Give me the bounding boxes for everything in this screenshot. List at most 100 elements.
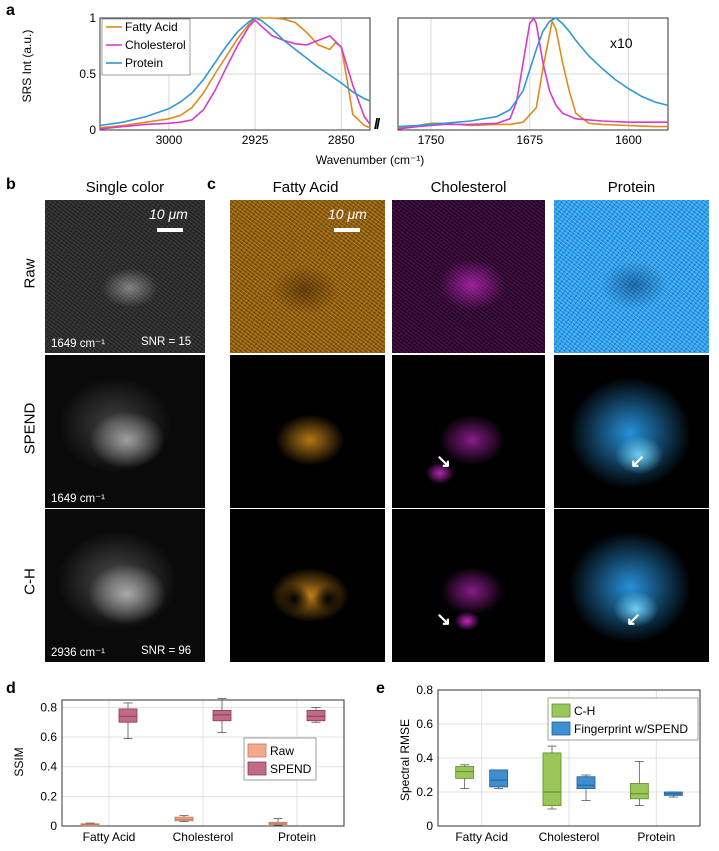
legend-label: Fatty Acid [125, 20, 178, 34]
image-raw-protein-texture [554, 200, 709, 353]
image-raw-cholesterol-texture [392, 200, 545, 353]
y-tick-label: 0 [89, 123, 96, 137]
x-tick-label: 2925 [242, 133, 269, 147]
legend-swatch [247, 761, 267, 776]
image-ch-cholesterol-texture [392, 509, 545, 662]
box-c-h [629, 783, 649, 800]
y-tick-label: 0.4 [416, 751, 433, 765]
legend-label: Fingerprint w/SPEND [574, 722, 688, 736]
scale-bar-fatty-acid-label: 10 μm [328, 206, 367, 222]
image-raw-single-texture [45, 200, 205, 353]
x-tick-label: Protein [278, 830, 316, 844]
raw-snr: SNR = 15 [141, 336, 192, 348]
row-label-spend: SPEND [21, 402, 39, 455]
panel-label-a: a [6, 2, 15, 19]
panel-label-d: d [6, 680, 16, 697]
legend-box [101, 18, 191, 76]
scale-bar-fatty-acid [334, 228, 360, 232]
y-tick-label: 0.8 [40, 700, 57, 714]
image-ch-protein: ↙ [554, 509, 709, 662]
image-ch-protein-texture [554, 509, 709, 662]
series-line-protein [397, 17, 669, 128]
y-tick-label: 0.6 [416, 717, 433, 731]
legend-label: Cholesterol [125, 38, 186, 52]
x-tick-label: Cholesterol [539, 830, 600, 844]
scale-bar-label: 10 μm [149, 206, 188, 222]
legend-label: Raw [270, 744, 294, 758]
box-fingerprint-w-spend [489, 769, 509, 788]
header-cholesterol: Cholesterol [430, 179, 507, 196]
x-tick-label: Fatty Acid [83, 830, 136, 844]
chart-a-xlabel-text: Wavenumber (cm⁻¹) [315, 153, 425, 167]
chart-a-right: 1750 1675 1600 x10 [397, 16, 669, 147]
header-protein: Protein [607, 179, 656, 196]
chart-d: 0 0.2 0.4 0.6 0.8 Fatty Acid Cholesterol Protei… [40, 698, 345, 844]
raw-wavenumber: 1649 cm⁻¹ [51, 338, 106, 350]
panel-label-e: e [376, 680, 385, 697]
chart-annotation: x10 [610, 35, 633, 51]
box-fingerprint-w-spend [576, 776, 596, 789]
image-raw-fatty-acid-texture [230, 200, 385, 353]
ch-snr: SNR = 96 [141, 645, 192, 657]
image-spend-single: 1649 cm⁻¹ [45, 355, 205, 508]
x-tick-label: Protein [637, 830, 675, 844]
chart-d-ylabel: SSIM [12, 732, 28, 792]
image-spend-cholesterol-texture [392, 355, 545, 508]
row-label-raw: Raw [21, 258, 39, 289]
arrow-icon-cholesterol-spend: ↘ [436, 451, 452, 471]
image-raw-cholesterol [392, 200, 545, 353]
image-spend-protein: ↙ [554, 355, 709, 508]
arrow-icon-cholesterol-ch: ↘ [436, 609, 452, 629]
legend-label: SPEND [270, 762, 312, 776]
y-tick-label: 0.6 [40, 730, 57, 744]
series-line-cholesterol [99, 19, 371, 130]
image-ch-fatty-acid-texture [230, 509, 385, 662]
image-spend-fatty-acid-texture [230, 355, 385, 508]
box-c-h [542, 752, 562, 807]
row-label-ch: C-H [21, 568, 39, 595]
x-tick-label: Fatty Acid [455, 830, 508, 844]
image-ch-cholesterol: ↘ [392, 509, 545, 662]
box-spend [212, 709, 232, 722]
image-raw-protein [554, 200, 709, 353]
chart-e: 0 0.2 0.4 0.6 0.8 Fatty Acid Cholesterol Protei… [416, 683, 701, 844]
x-tick-label: 3000 [156, 133, 183, 147]
ch-wavenumber: 2936 cm⁻¹ [51, 647, 106, 659]
scale-bar [157, 228, 183, 232]
image-spend-cholesterol: ↘ [392, 355, 545, 508]
y-tick-label: 0.4 [40, 760, 57, 774]
header-single-color: Single color [85, 179, 165, 196]
box-spend [118, 708, 138, 723]
x-tick-label: 2850 [328, 133, 355, 147]
legend-swatch [247, 743, 267, 758]
legend-swatch [551, 703, 571, 718]
plot-frame [99, 17, 371, 131]
y-tick-label: 0.2 [416, 785, 433, 799]
legend-label: Protein [125, 56, 163, 70]
image-ch-single: 2936 cm⁻¹ SNR = 96 [45, 509, 205, 662]
arrow-icon-protein-spend: ↙ [630, 451, 646, 471]
plot-frame [61, 699, 345, 827]
chart-a-xlabel: Wavenumber (cm⁻¹) [290, 153, 450, 167]
x-tick-label: 1675 [516, 133, 543, 147]
image-spend-protein-texture [554, 355, 709, 508]
image-ch-fatty-acid [230, 509, 385, 662]
y-tick-label: 0 [50, 819, 57, 833]
series-line-protein [99, 17, 371, 127]
spend-wavenumber: 1649 cm⁻¹ [51, 493, 106, 505]
y-tick-label: 1 [89, 11, 96, 25]
legend-box [547, 697, 699, 741]
image-raw-single: 10 μm 1649 cm⁻¹ SNR = 15 [45, 200, 205, 353]
image-spend-fatty-acid [230, 355, 385, 508]
chart-a-left: 3000 2925 2850 0 0.5 1 Fatty Acid Cholesterol Pr… [79, 11, 371, 147]
x-tick-label: 1600 [615, 133, 642, 147]
image-raw-fatty-acid: 10 μm [230, 200, 385, 353]
header-fatty-acid: Fatty Acid [272, 179, 339, 196]
chart-a-ylabel: SRS Int (a.u.) [20, 6, 36, 126]
arrow-icon-protein-ch: ↙ [626, 609, 642, 629]
y-tick-label: 0.8 [416, 683, 433, 697]
legend-label: C-H [574, 704, 595, 718]
panel-label-c: c [207, 176, 216, 193]
y-tick-label: 0.2 [40, 789, 57, 803]
box-c-h [455, 766, 475, 779]
